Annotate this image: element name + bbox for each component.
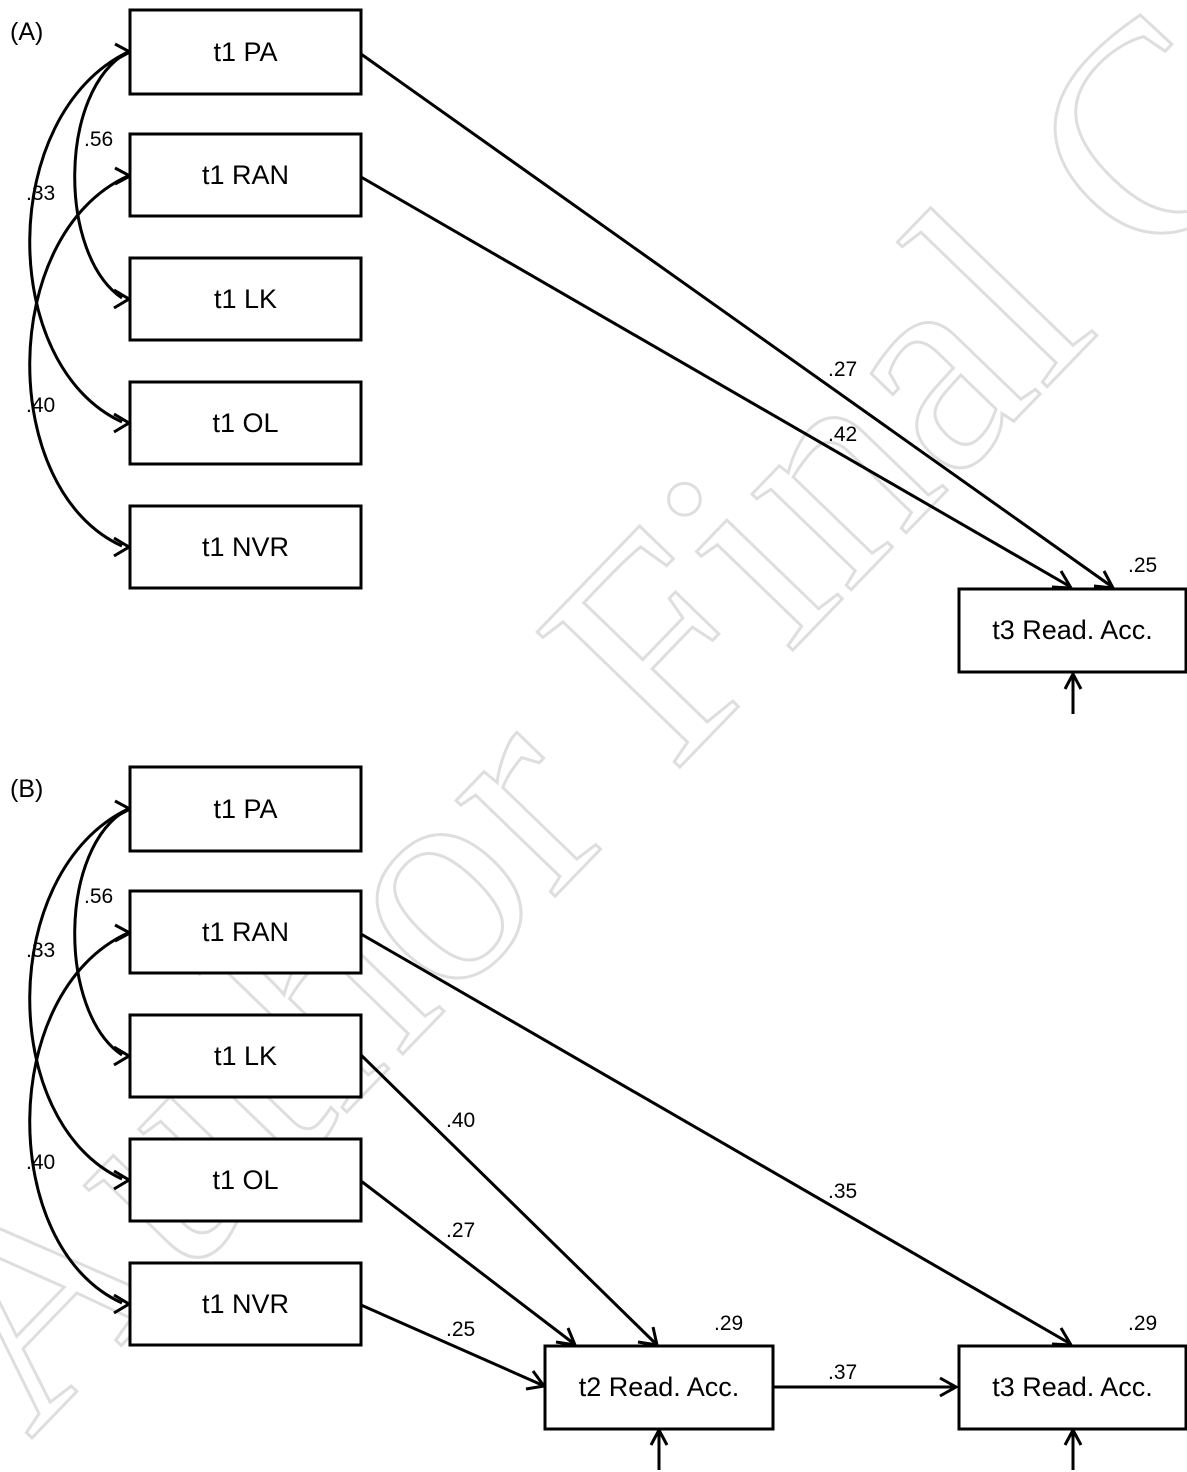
panel-b-coef-lk-t2: .40: [446, 1109, 475, 1132]
panel-a-coef-pa-lk: .56: [84, 128, 113, 151]
panel-b-r2-t2: .29: [714, 1312, 743, 1335]
panel-a-corr-pa-ol: [28, 50, 129, 424]
panel-b-path-ol-t2: [360, 1179, 574, 1345]
panel-b-path-ran-t3: [360, 932, 1070, 1345]
panel-b-path-lk-t2: [359, 1053, 657, 1345]
panel-b-node-lk: [128, 1013, 363, 1099]
panel-a-coef-ran-t3: .42: [828, 423, 857, 446]
panel-b-corr-pa-lk: [73, 807, 129, 1057]
panel-b-node-nvr: [128, 1261, 363, 1347]
panel-b-r2-t3: .29: [1128, 1312, 1157, 1335]
panel-b-node-t2-label: t2 Read. Acc.: [579, 1372, 740, 1402]
panel-b: (B) t1 PA t1 RAN t1 LK: [10, 765, 1187, 1470]
panel-b-coef-ol-t2: .27: [446, 1219, 475, 1242]
panel-a-node-ran: [128, 132, 363, 218]
panel-b-coef-nvr-t2: .25: [446, 1318, 475, 1341]
panel-a-r2-t3: .25: [1128, 554, 1157, 577]
panel-a: (A) t1 PA t1 RAN t1 LK t1 OL t1 NVR t3 R…: [10, 8, 1187, 714]
panel-a-disturbance-arrowhead-t3: [1063, 670, 1083, 690]
panel-a-node-pa: [128, 8, 363, 96]
panel-b-coef-ran-t3: .35: [828, 1180, 857, 1203]
panel-a-node-ol-label: t1 OL: [212, 408, 278, 438]
panel-a-node-lk: [128, 256, 363, 342]
panel-b-corr-pa-ol: [28, 807, 129, 1181]
panel-b-corr-ran-nvr: [28, 931, 129, 1305]
panel-b-arrowhead-ran: [114, 923, 134, 943]
panel-a-arrowhead-ran: [114, 166, 134, 186]
panel-b-node-t3: [957, 1344, 1187, 1431]
panel-a-node-nvr: [128, 504, 363, 590]
panel-b-node-t2: [543, 1344, 775, 1431]
panel-a-coef-ran-nvr: .40: [26, 394, 55, 417]
panel-a-coef-pa-ol: .33: [26, 182, 55, 205]
panel-b-node-lk-label: t1 LK: [214, 1041, 277, 1071]
panel-a-coef-pa-t3: .27: [828, 358, 857, 381]
panel-b-coef-t2-t3: .37: [828, 1361, 857, 1384]
panel-a-node-pa-label: t1 PA: [213, 37, 277, 67]
panel-a-node-ol: [128, 380, 363, 466]
panel-b-node-t3-label: t3 Read. Acc.: [992, 1372, 1153, 1402]
panel-a-node-t3-label: t3 Read. Acc.: [992, 615, 1153, 645]
panel-b-node-ol: [128, 1137, 363, 1223]
panel-b-node-pa: [128, 765, 363, 853]
panel-b-coef-pa-lk: .56: [84, 885, 113, 908]
panel-a-path-pa-t3: [360, 52, 1112, 588]
panel-a-arrowhead-lk: [113, 288, 132, 310]
panel-a-node-ran-label: t1 RAN: [202, 160, 289, 190]
panel-b-arrowhead-pa-top: [114, 799, 134, 819]
panel-a-path-ran-t3: [360, 175, 1070, 588]
panel-b-node-ol-label: t1 OL: [212, 1165, 278, 1195]
panel-a-label: (A): [10, 18, 43, 46]
panel-a-node-nvr-label: t1 NVR: [202, 532, 289, 562]
panel-b-node-ran-label: t1 RAN: [202, 917, 289, 947]
panel-b-node-nvr-label: t1 NVR: [202, 1289, 289, 1319]
panel-b-path-nvr-t2: [360, 1303, 543, 1387]
panel-a-node-t3: [957, 587, 1187, 674]
panel-b-arrowhead-t2-t3: [939, 1376, 960, 1398]
panel-a-corr-pa-lk: [73, 50, 129, 300]
panel-b-label: (B): [10, 775, 43, 803]
panel-b-node-ran: [128, 889, 363, 975]
panel-a-corr-ran-nvr: [28, 174, 129, 548]
panel-a-node-lk-label: t1 LK: [214, 284, 277, 314]
panel-b-coef-ran-nvr: .40: [26, 1151, 55, 1174]
panel-b-coef-pa-ol: .33: [26, 939, 55, 962]
panel-b-node-pa-label: t1 PA: [213, 794, 277, 824]
panel-a-arrowhead-pa-top: [114, 42, 134, 62]
